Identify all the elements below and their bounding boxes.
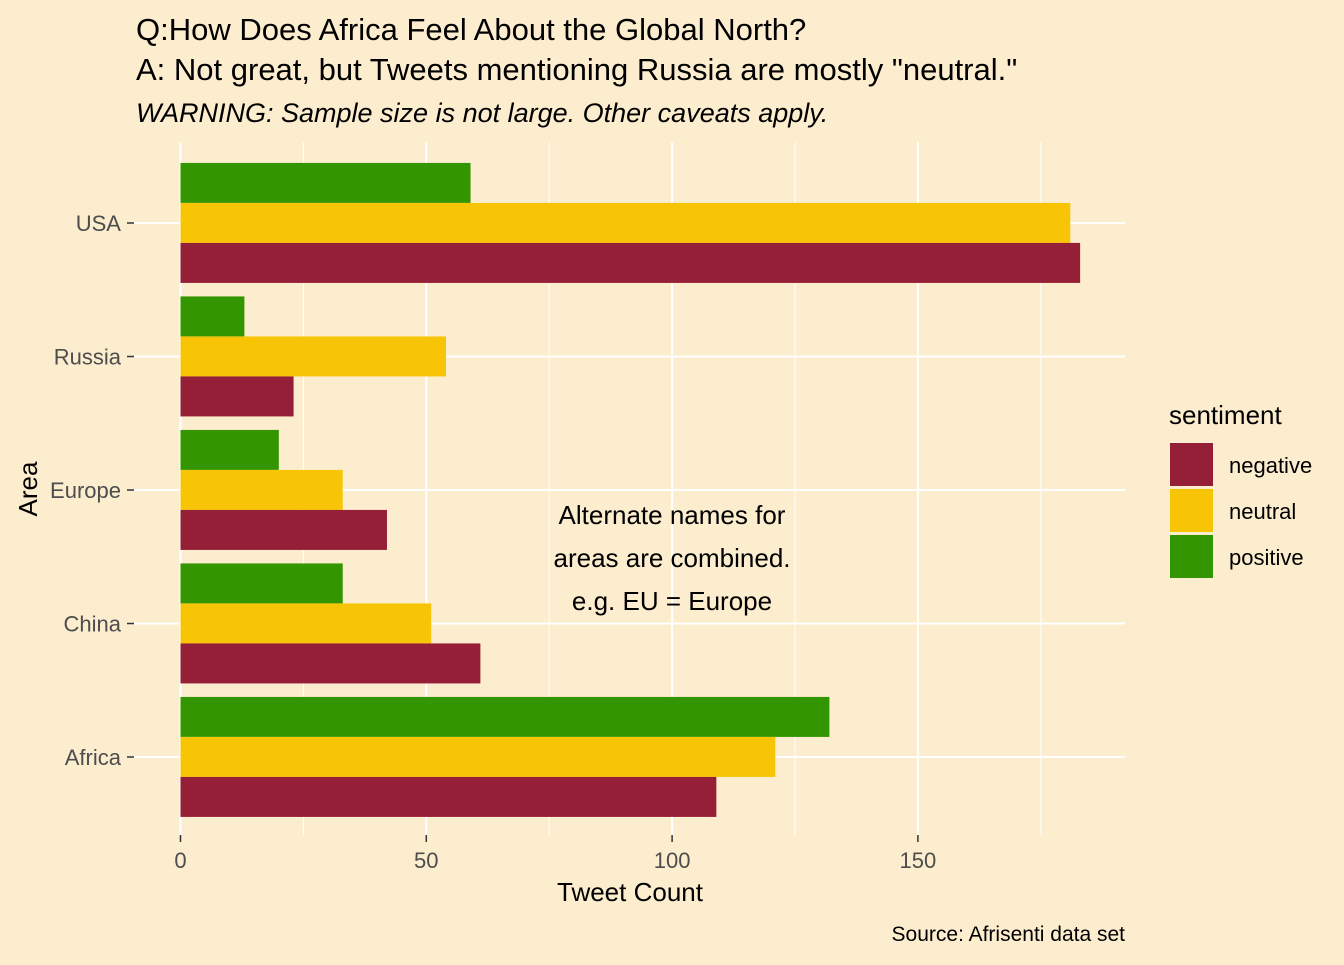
- legend-label-positive: positive: [1229, 545, 1304, 570]
- chart-title: Q:How Does Africa Feel About the Global …: [136, 12, 806, 47]
- legend-label-negative: negative: [1229, 453, 1312, 478]
- legend-label-neutral: neutral: [1229, 499, 1296, 524]
- x-tick-label: 100: [654, 848, 691, 873]
- legend: sentiment negative neutral positive: [1169, 400, 1312, 578]
- bar-china-positive: [180, 563, 343, 604]
- bar-usa-neutral: [180, 202, 1071, 243]
- annotation-text: Alternate names for areas are combined. e.…: [553, 500, 790, 616]
- x-tick-label: 0: [174, 848, 186, 873]
- annotation-line: Alternate names for: [559, 500, 786, 530]
- chart-subtitle-line: A: Not great, but Tweets mentioning Russ…: [136, 52, 1017, 87]
- bar-russia-negative: [180, 376, 294, 417]
- y-tick-label: USA: [76, 211, 122, 236]
- bar-china-negative: [180, 643, 481, 684]
- bar-europe-neutral: [180, 469, 343, 510]
- bar-russia-positive: [180, 296, 245, 337]
- legend-title: sentiment: [1169, 400, 1282, 430]
- annotation-line: areas are combined.: [553, 543, 790, 573]
- legend-key-negative: [1170, 443, 1213, 486]
- bars-group: [180, 162, 1081, 817]
- bar-africa-positive: [180, 696, 830, 737]
- y-tick-label: Russia: [54, 345, 122, 370]
- legend-key-neutral: [1170, 489, 1213, 532]
- y-tick-label: China: [64, 612, 122, 637]
- y-tick-label: Africa: [65, 745, 122, 770]
- bar-china-neutral: [180, 603, 432, 644]
- legend-key-positive: [1170, 535, 1213, 578]
- bar-usa-positive: [180, 162, 471, 203]
- bar-europe-negative: [180, 509, 387, 550]
- chart-subtitle: WARNING: Sample size is not large. Other…: [136, 98, 828, 128]
- bar-europe-positive: [180, 429, 279, 470]
- x-tick-label: 50: [414, 848, 438, 873]
- bar-russia-neutral: [180, 336, 446, 377]
- y-axis: Africa China Europe Russia USA: [50, 211, 134, 770]
- bar-africa-negative: [180, 776, 717, 817]
- y-tick-label: Europe: [50, 478, 121, 503]
- x-axis-title: Tweet Count: [557, 877, 704, 907]
- caption: Source: Afrisenti data set: [892, 923, 1126, 946]
- x-axis: 0 50 100 150: [174, 835, 936, 873]
- bar-usa-negative: [180, 242, 1081, 283]
- x-tick-label: 150: [900, 848, 937, 873]
- bar-africa-neutral: [180, 736, 776, 777]
- annotation-line: e.g. EU = Europe: [572, 586, 772, 616]
- y-axis-title: Area: [13, 461, 43, 516]
